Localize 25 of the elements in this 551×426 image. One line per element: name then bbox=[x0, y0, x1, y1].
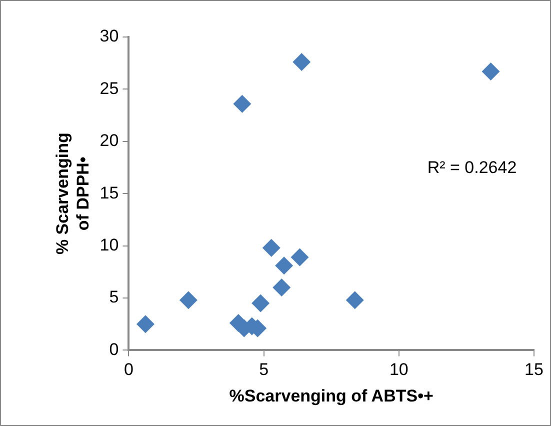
y-axis-title: % Scarvenging of DPPH• bbox=[52, 132, 92, 255]
y-tick-label: 30 bbox=[100, 26, 119, 46]
y-tick-label: 20 bbox=[100, 131, 119, 150]
x-tick-label: 15 bbox=[524, 360, 544, 380]
point bbox=[179, 291, 198, 310]
point bbox=[275, 256, 294, 275]
point bbox=[292, 53, 311, 72]
point bbox=[136, 315, 154, 334]
point bbox=[252, 294, 270, 312]
point bbox=[272, 278, 291, 297]
point bbox=[290, 248, 309, 266]
y-tick-label: 5 bbox=[109, 288, 119, 307]
point bbox=[262, 238, 280, 257]
point bbox=[346, 291, 364, 310]
x-tick-label: 5 bbox=[259, 360, 269, 380]
point bbox=[233, 94, 252, 113]
x-axis-title: %Scarvenging of ABTS•+ bbox=[229, 386, 434, 406]
y-tick-label: 0 bbox=[109, 340, 119, 359]
y-tick-label: 15 bbox=[100, 183, 119, 202]
x-tick-label: 10 bbox=[389, 360, 408, 380]
annotation: R² = 0.2642 bbox=[427, 158, 517, 178]
point bbox=[482, 62, 500, 80]
x-tick-label: 0 bbox=[124, 360, 134, 380]
y-tick-label: 25 bbox=[100, 78, 119, 98]
y-tick-label: 10 bbox=[100, 235, 119, 254]
